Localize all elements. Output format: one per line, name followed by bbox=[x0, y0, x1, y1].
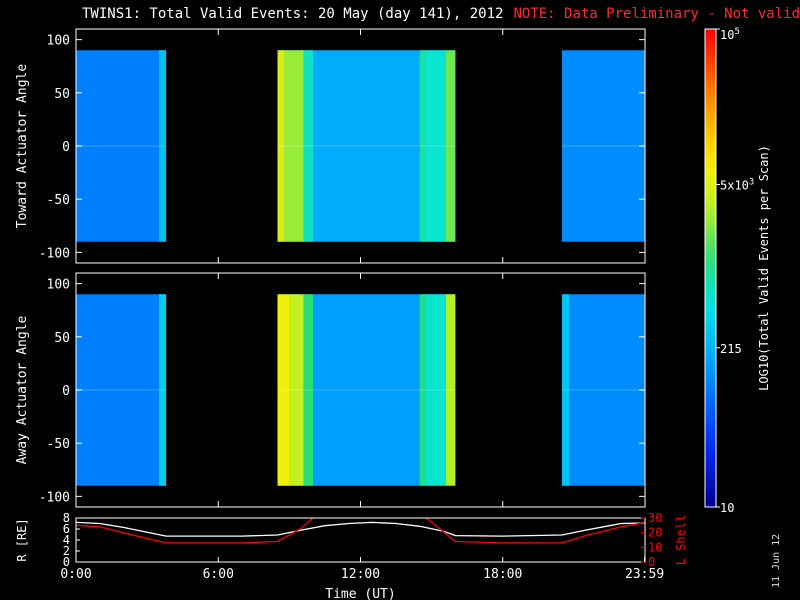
chart-title: TWINS1: Total Valid Events: 20 May (day … bbox=[82, 6, 800, 22]
x-tick-label: 23:59 bbox=[625, 567, 664, 582]
orbit-series-left bbox=[76, 521, 645, 537]
data-band-2 bbox=[303, 294, 314, 486]
zero-streak-1 bbox=[277, 389, 456, 391]
colorbar-tick-label: 10 bbox=[720, 501, 734, 515]
y-axis-label: Away Actuator Angle bbox=[15, 315, 30, 464]
colorbar-tick-label: 105 bbox=[720, 27, 740, 42]
zero-streak-0 bbox=[76, 145, 167, 147]
panel-toward: 100 50 0 -50 -100 Toward Actuator Angle bbox=[15, 28, 646, 264]
colorbar: 105 5x103 215 10 LOG10(Total Valid Events pe… bbox=[704, 27, 771, 515]
y-tick-label: 8 bbox=[63, 511, 70, 525]
data-band-0 bbox=[277, 294, 290, 486]
y-tick-label: 0 bbox=[63, 555, 70, 569]
data-segment-2 bbox=[562, 294, 645, 486]
zero-streak-2 bbox=[562, 389, 645, 391]
y-tick-label: -50 bbox=[47, 193, 70, 208]
data-band-7 bbox=[562, 294, 570, 486]
y2-tick-label: 10 bbox=[648, 540, 662, 554]
x-tick-label: 18:00 bbox=[483, 567, 522, 582]
data-band-5 bbox=[445, 50, 456, 242]
data-band-5 bbox=[445, 294, 456, 486]
data-band-4 bbox=[425, 294, 446, 486]
data-segment-0 bbox=[76, 50, 167, 242]
panel-away: 100 50 0 -50 -100 Away Actuator Angle bbox=[15, 272, 646, 508]
colorbar-tick-exponent: 3 bbox=[749, 177, 754, 187]
x-tick-label: 0:00 bbox=[60, 567, 91, 582]
orbit-series-right bbox=[76, 518, 645, 544]
y2-axis-label: L Shell bbox=[674, 515, 688, 566]
y-tick-label: 100 bbox=[47, 278, 70, 293]
x-tick-label: 6:00 bbox=[203, 567, 234, 582]
y-axis-label: R [RE] bbox=[15, 518, 29, 561]
y-axis-label: Toward Actuator Angle bbox=[15, 64, 30, 229]
x-tick-label: 12:00 bbox=[341, 567, 380, 582]
data-band-1 bbox=[289, 294, 304, 486]
data-band-6 bbox=[158, 294, 167, 486]
data-segment-0 bbox=[76, 294, 167, 486]
data-segment-2 bbox=[562, 50, 645, 242]
data-band-3 bbox=[419, 50, 426, 242]
y2-tick-label: 0 bbox=[648, 555, 655, 569]
colorbar-tick-exponent: 5 bbox=[734, 27, 739, 37]
data-band-1 bbox=[284, 50, 304, 242]
y-tick-label: -100 bbox=[39, 490, 70, 505]
preliminary-note: NOTE: Data Preliminary - Not validated bbox=[513, 6, 800, 22]
data-band-2 bbox=[303, 50, 314, 242]
colorbar-tick-label: 215 bbox=[720, 342, 742, 356]
y-tick-label: 100 bbox=[47, 34, 70, 49]
data-band-4 bbox=[425, 50, 446, 242]
colorbar-label: LOG10(Total Valid Events per Scan) bbox=[757, 145, 771, 391]
data-band-0 bbox=[277, 50, 285, 242]
data-band-6 bbox=[158, 50, 167, 242]
y-tick-label: 4 bbox=[63, 533, 70, 547]
y-tick-label: 2 bbox=[63, 544, 70, 558]
y-tick-label: 50 bbox=[54, 331, 70, 346]
y-tick-label: -50 bbox=[47, 437, 70, 452]
zero-streak-1 bbox=[277, 145, 456, 147]
y-tick-label: 6 bbox=[63, 522, 70, 536]
zero-streak-0 bbox=[76, 389, 167, 391]
date-stamp: 11 Jun 12 bbox=[771, 533, 782, 588]
y2-tick-label: 30 bbox=[648, 511, 662, 525]
title-text: TWINS1: Total Valid Events: 20 May (day … bbox=[82, 6, 504, 22]
y2-tick-label: 20 bbox=[648, 526, 662, 540]
y-tick-label: 0 bbox=[62, 384, 70, 399]
x-axis-label: Time (UT) bbox=[325, 587, 395, 600]
y-tick-label: -100 bbox=[39, 246, 70, 261]
data-band-3 bbox=[419, 294, 426, 486]
colorbar-gradient bbox=[704, 28, 717, 508]
panel-background bbox=[76, 518, 645, 562]
y-tick-label: 0 bbox=[62, 140, 70, 155]
colorbar-tick-label: 5x103 bbox=[720, 177, 754, 192]
y-tick-label: 50 bbox=[54, 87, 70, 102]
zero-streak-2 bbox=[562, 145, 645, 147]
